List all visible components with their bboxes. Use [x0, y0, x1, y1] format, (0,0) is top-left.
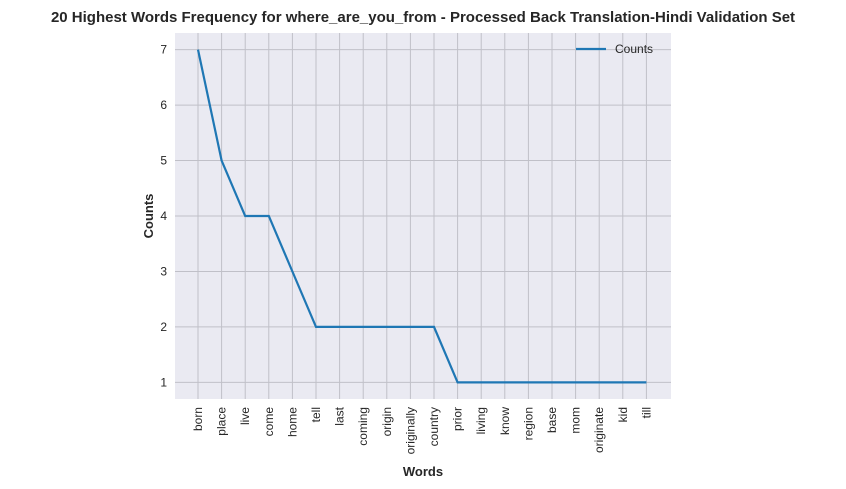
y-axis-label: Counts: [141, 194, 156, 239]
y-tick-label: 4: [160, 209, 167, 223]
x-tick-label-home: home: [285, 407, 299, 437]
x-tick-label-till: till: [639, 407, 653, 418]
x-tick-label-living: living: [474, 407, 488, 434]
x-tick-label-last: last: [333, 406, 347, 425]
x-tick-label-base: base: [545, 407, 559, 433]
x-tick-label-come: come: [262, 407, 276, 437]
x-tick-label-originally: originally: [403, 407, 417, 454]
legend-label-counts: Counts: [615, 42, 653, 56]
x-tick-label-born: born: [191, 407, 205, 431]
x-tick-label-country: country: [427, 407, 441, 446]
y-tick-label: 6: [160, 98, 167, 112]
y-tick-label: 5: [160, 154, 167, 168]
x-tick-label-live: live: [238, 407, 252, 425]
y-tick-label: 2: [160, 320, 167, 334]
x-tick-label-prior: prior: [451, 407, 465, 431]
legend: Counts: [576, 42, 653, 56]
chart-title: 20 Highest Words Frequency for where_are…: [51, 9, 795, 26]
y-axis-ticks: 1 2 3 4 5 6 7: [160, 43, 167, 390]
y-tick-label: 3: [160, 264, 167, 278]
series-line-counts: [196, 49, 647, 384]
x-axis-label: Words: [403, 464, 443, 479]
y-tick-label: 1: [160, 375, 167, 389]
x-axis-ticks: born place live come home tell last coming origi…: [191, 406, 653, 454]
x-tick-label-region: region: [521, 407, 535, 440]
x-tick-label-know: know: [498, 407, 512, 435]
x-tick-label-originate: originate: [592, 407, 606, 453]
x-tick-label-origin: origin: [380, 407, 394, 436]
y-tick-label: 7: [160, 43, 167, 57]
x-tick-label-place: place: [215, 407, 229, 436]
x-tick-label-tell: tell: [309, 407, 323, 422]
x-tick-label-coming: coming: [356, 407, 370, 446]
x-tick-label-kid: kid: [616, 407, 630, 422]
x-tick-label-mom: mom: [569, 407, 583, 434]
